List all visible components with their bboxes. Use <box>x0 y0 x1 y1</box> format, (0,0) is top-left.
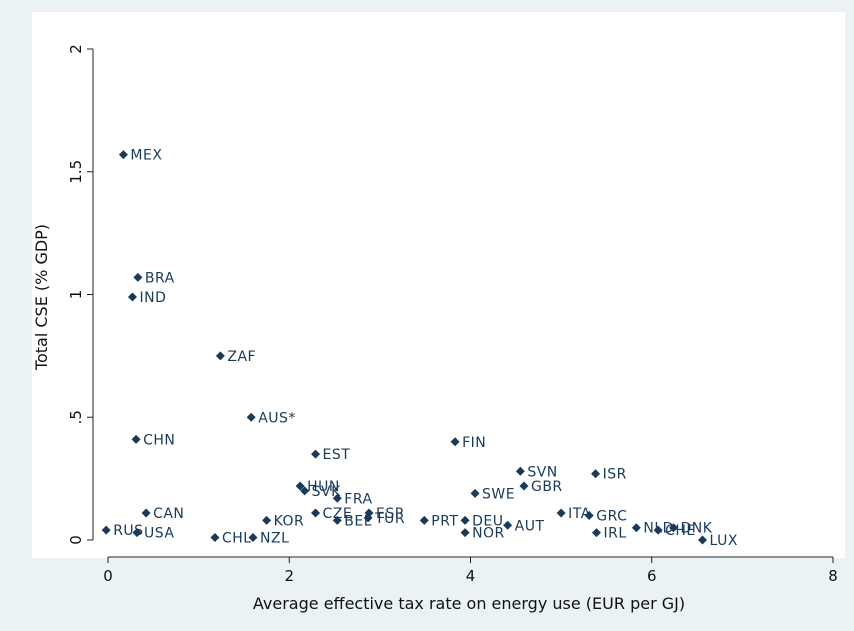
data-point-marker <box>556 508 566 518</box>
data-point-label: CAN <box>153 506 184 522</box>
x-tick-label: 8 <box>828 567 838 585</box>
data-point-marker <box>450 437 460 447</box>
data-point-marker <box>591 528 601 538</box>
x-tick-label: 6 <box>647 567 657 585</box>
y-tick-label: .5 <box>67 410 85 424</box>
data-point-marker <box>215 351 225 361</box>
data-point-marker <box>669 523 678 533</box>
data-point-marker <box>503 520 513 530</box>
data-point-label: IRL <box>603 526 626 542</box>
data-point-label: CZE <box>323 506 353 522</box>
data-point-label: MEX <box>130 148 162 164</box>
data-point-label: HUN <box>307 479 340 495</box>
data-point-label: DEU <box>472 513 503 529</box>
y-tick-label: 0 <box>67 535 85 545</box>
data-point-marker <box>698 535 707 545</box>
data-points: MEX BRA IND ZAF AUS* CHN EST FIN SVN ISR GBR SWE HUN… <box>101 148 738 549</box>
data-point-marker <box>131 434 141 444</box>
data-point-label: SVK <box>312 484 341 500</box>
data-point-label: GRC <box>596 508 627 524</box>
data-point-marker <box>133 272 143 282</box>
data-point-label: DNK <box>681 521 713 537</box>
data-point-label: TUR <box>374 511 405 527</box>
x-tick-label: 2 <box>284 567 294 585</box>
data-point-label: ITA <box>568 506 591 522</box>
data-point-label: KOR <box>274 513 305 529</box>
data-point-marker <box>519 481 529 491</box>
y-tick-label: 2 <box>67 44 85 54</box>
x-tick-label: 0 <box>103 567 113 585</box>
data-point-label: IND <box>139 290 166 306</box>
data-point-label: GBR <box>531 479 563 495</box>
data-point-label: FRA <box>344 491 372 507</box>
data-point-marker <box>584 510 594 520</box>
data-point-label: LUX <box>710 533 738 549</box>
data-point-label: CHN <box>143 432 175 448</box>
data-point-label: ZAF <box>227 349 256 365</box>
data-point-label: SVN <box>527 464 557 480</box>
data-point-marker <box>248 533 258 543</box>
data-point-label: CHL <box>222 531 252 547</box>
plot-area <box>32 12 845 558</box>
data-point-marker <box>246 412 256 422</box>
data-point-marker <box>332 493 342 503</box>
data-point-marker <box>210 533 220 543</box>
y-tick-label: 1.5 <box>67 160 85 184</box>
data-point-marker <box>419 515 429 525</box>
data-point-marker <box>141 508 151 518</box>
data-point-marker <box>591 469 601 479</box>
data-point-marker <box>262 515 272 525</box>
y-axis-title: Total CSE (% GDP) <box>32 224 51 371</box>
data-point-label: USA <box>144 526 174 542</box>
data-point-marker <box>101 525 111 535</box>
data-point-label: FIN <box>462 435 486 451</box>
x-axis-title: Average effective tax rate on energy use… <box>253 594 685 613</box>
axes: 0 .5 1 1.5 2 0 2 4 6 8 <box>67 44 838 585</box>
data-point-label: PRT <box>431 513 458 529</box>
data-point-marker <box>300 486 310 496</box>
data-point-label: ESP <box>376 506 404 522</box>
y-tick-label: 1 <box>67 290 85 300</box>
data-point-label: AUT <box>515 518 545 534</box>
data-point-marker <box>332 515 342 525</box>
data-point-marker <box>460 515 470 525</box>
data-point-marker <box>653 525 663 535</box>
data-point-marker <box>515 466 525 476</box>
data-point-marker <box>311 508 321 518</box>
data-point-marker <box>460 528 470 538</box>
data-point-label: BRA <box>145 270 175 286</box>
data-point-marker <box>118 150 128 160</box>
data-point-label: NZL <box>260 531 289 547</box>
x-tick-label: 4 <box>466 567 476 585</box>
data-point-label: SWE <box>482 486 515 502</box>
data-point-label: EST <box>323 447 351 463</box>
data-point-marker <box>132 528 142 538</box>
data-point-label: ISR <box>603 467 627 483</box>
data-point-marker <box>311 449 321 459</box>
data-point-marker <box>295 481 305 491</box>
data-point-marker <box>631 523 641 533</box>
data-point-label: AUS* <box>258 410 296 426</box>
data-point-label: NOR <box>472 526 505 542</box>
data-point-marker <box>127 292 137 302</box>
data-point-marker <box>470 488 480 498</box>
data-point-marker <box>363 513 373 523</box>
